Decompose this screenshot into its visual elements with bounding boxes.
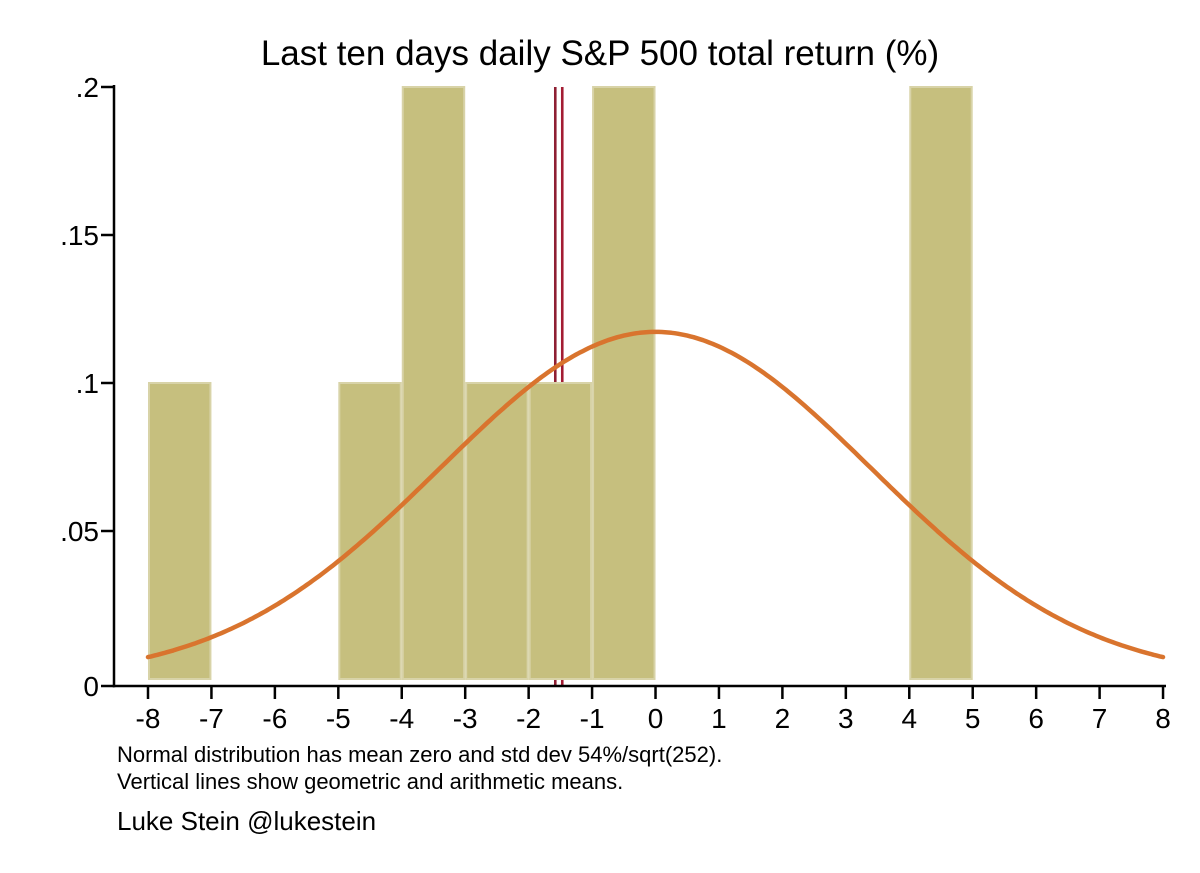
histogram-bar: [592, 86, 656, 680]
x-tick-label: 1: [711, 703, 727, 734]
chart-title: Last ten days daily S&P 500 total return…: [260, 34, 940, 73]
normal-curve: [145, 329, 1166, 660]
x-tick-label: 5: [965, 703, 981, 734]
x-tick-label: 6: [1028, 703, 1044, 734]
x-tick-label: 0: [648, 703, 664, 734]
x-tick-label: 3: [838, 703, 854, 734]
x-tick-label: -8: [136, 703, 161, 734]
histogram-bar: [465, 382, 529, 680]
x-tick-label: -3: [453, 703, 478, 734]
histogram-bar: [909, 86, 973, 680]
x-tick-label: -7: [199, 703, 224, 734]
histogram-bar: [528, 382, 593, 680]
x-tick-label: -1: [580, 703, 605, 734]
x-tick-label: 4: [901, 703, 917, 734]
y-tick-label: .2: [76, 72, 99, 103]
x-tick-label: 2: [775, 703, 791, 734]
x-tick-label: -5: [326, 703, 351, 734]
y-tick-label: 0: [83, 671, 99, 702]
note-line-2: Vertical lines show geometric and arithm…: [117, 769, 624, 794]
attribution: Luke Stein @lukestein: [117, 806, 377, 836]
histogram-bar: [148, 382, 212, 680]
chart-notes: Normal distribution has mean zero and st…: [117, 741, 722, 795]
y-tick-label: .1: [76, 368, 99, 399]
note-line-1: Normal distribution has mean zero and st…: [117, 742, 723, 767]
x-tick-label: -2: [516, 703, 541, 734]
histogram-bar: [338, 382, 402, 680]
x-tick-label: -6: [262, 703, 287, 734]
x-tick-label: 7: [1092, 703, 1108, 734]
histogram-bar: [401, 86, 466, 680]
x-tick-label: 8: [1155, 703, 1171, 734]
y-tick-label: .15: [60, 220, 99, 251]
y-tick-label: .05: [60, 516, 99, 547]
x-tick-label: -4: [389, 703, 414, 734]
